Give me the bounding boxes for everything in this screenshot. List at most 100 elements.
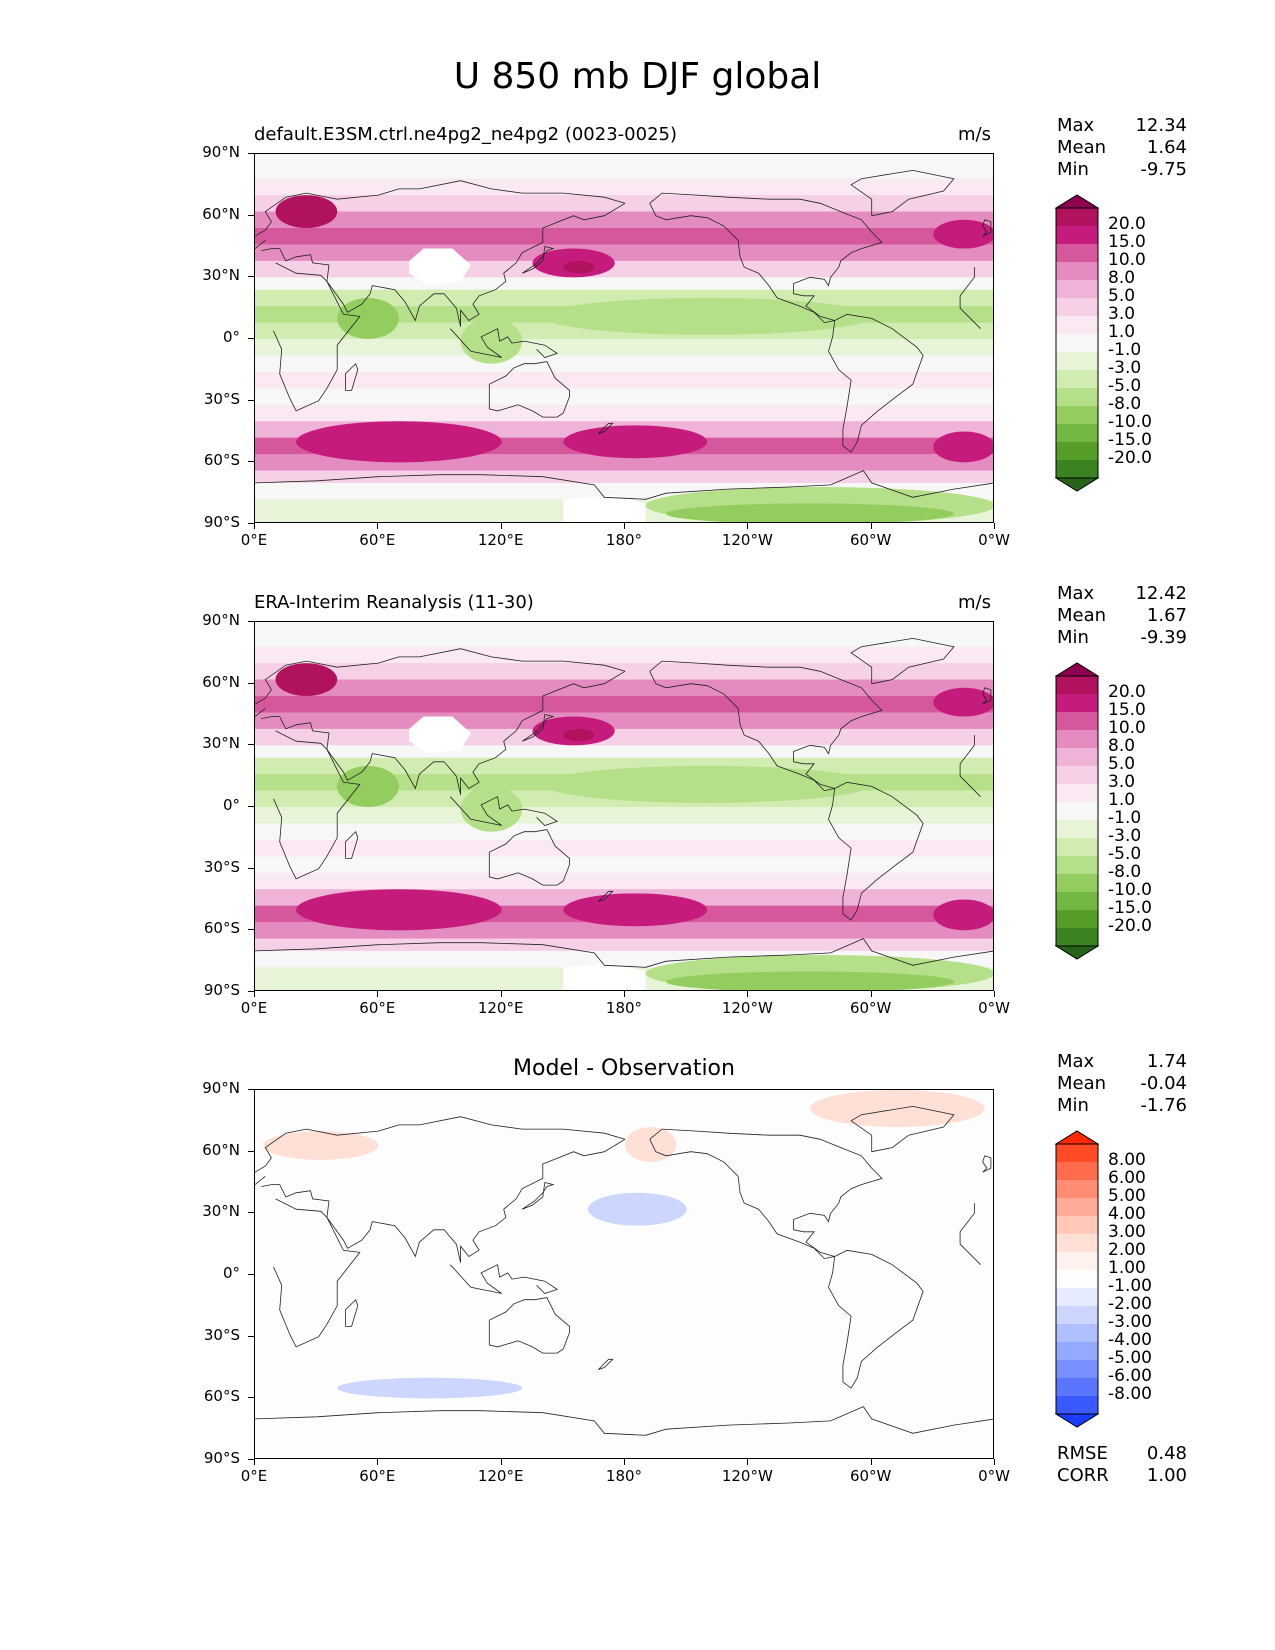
colorbar-tick-label: 1.00 <box>1108 1258 1146 1278</box>
colorbar-extend-top <box>1054 194 1100 209</box>
field-contour <box>563 260 595 274</box>
colorbar-tick-label: 10.0 <box>1108 718 1146 738</box>
colorbar-cell <box>1056 1324 1098 1342</box>
x-tick-label: 60°W <box>849 1467 892 1485</box>
x-tick-label: 60°E <box>359 1467 396 1485</box>
colorbar-tick-label: -10.0 <box>1108 412 1152 432</box>
field-band <box>255 388 993 406</box>
x-tick <box>994 523 995 529</box>
field-band <box>255 277 993 291</box>
colorbar-tick-label: -1.0 <box>1108 340 1142 360</box>
stats-box: Max 1.74 Mean -0.04 Min -1.76 <box>1057 1051 1187 1117</box>
difference-contour <box>625 1127 677 1162</box>
stat-mean: Mean 1.64 <box>1057 137 1187 159</box>
masked-region <box>563 963 646 990</box>
colorbar-cell <box>1056 1378 1098 1396</box>
x-tick <box>747 1459 749 1465</box>
difference-contour <box>588 1192 687 1226</box>
field-band <box>255 823 993 841</box>
field-band <box>255 470 993 484</box>
colorbar-extend-bottom <box>1054 477 1100 492</box>
x-tick-label: 60°W <box>849 999 892 1017</box>
field-contour <box>296 421 502 463</box>
y-tick <box>248 1274 254 1275</box>
y-tick-label: 60°S <box>203 919 240 938</box>
y-tick-label: 90°S <box>203 981 240 999</box>
x-tick-label: 180° <box>605 1467 643 1485</box>
field-band <box>255 178 993 196</box>
colorbar-tick-label: 1.0 <box>1108 790 1136 810</box>
map-svg <box>255 1090 993 1458</box>
colorbar-svg <box>1054 1130 1100 1428</box>
field-band <box>255 696 993 713</box>
coastline <box>850 1105 955 1153</box>
colorbar-cell <box>1056 1270 1098 1288</box>
colorbar-tick-label: 3.0 <box>1108 772 1136 792</box>
field-contour <box>542 297 872 335</box>
coastline <box>521 1182 555 1210</box>
x-tick-label: 0°E <box>240 999 268 1017</box>
coastline <box>982 687 992 705</box>
y-tick <box>248 991 254 992</box>
coastline <box>255 1175 266 1185</box>
y-tick-label: 30°N <box>202 1202 240 1221</box>
map-svg <box>255 622 993 990</box>
x-tick-label: 0°W <box>978 531 1010 549</box>
stat-value: -0.04 <box>1140 1073 1187 1094</box>
colorbar-cell <box>1056 1216 1098 1234</box>
x-tick-label: 120°W <box>721 1467 773 1485</box>
colorbar-cell <box>1056 406 1098 424</box>
y-tick <box>248 276 254 278</box>
metric-value: 1.00 <box>1146 1465 1187 1486</box>
y-tick-label: 60°N <box>202 672 240 691</box>
coastline <box>598 890 614 902</box>
coastlines <box>255 169 993 500</box>
map-plot <box>254 1089 994 1459</box>
stat-label: Min <box>1057 1095 1089 1116</box>
field-band <box>255 938 993 952</box>
colorbar-tick-label: 20.0 <box>1108 214 1146 234</box>
colorbar-cell <box>1056 1396 1098 1414</box>
y-tick-label: 90°N <box>202 143 240 161</box>
colorbar-cell <box>1056 766 1098 784</box>
colorbar-extend-bottom <box>1054 1413 1100 1428</box>
coastlines <box>255 1105 993 1436</box>
stat-min: Min -9.75 <box>1057 159 1187 181</box>
coastline <box>255 470 993 500</box>
metric-corr: CORR 1.00 <box>1057 1465 1187 1487</box>
colorbar-tick-label: -15.0 <box>1108 898 1152 918</box>
colorbar-tick-label: 3.00 <box>1108 1222 1146 1242</box>
stat-min: Min -1.76 <box>1057 1095 1187 1117</box>
colorbar-tick-label: -5.00 <box>1108 1348 1152 1368</box>
x-tick-label: 60°E <box>359 531 396 549</box>
y-tick-label: 90°S <box>203 1449 240 1467</box>
stat-label: Min <box>1057 159 1089 180</box>
field-contour <box>460 318 523 364</box>
coastline <box>850 637 955 685</box>
colorbar-tick-label: -3.00 <box>1108 1312 1152 1332</box>
x-tick <box>747 523 749 529</box>
colorbar-tick-label: 6.00 <box>1108 1168 1146 1188</box>
colorbar-cell <box>1056 262 1098 280</box>
colorbar-tick-label: -5.0 <box>1108 376 1142 396</box>
coastline <box>521 246 555 274</box>
colorbar-tick-label: -1.0 <box>1108 808 1142 828</box>
units-label: m/s <box>958 592 991 613</box>
x-tick <box>254 991 255 997</box>
x-tick-label: 60°W <box>849 531 892 549</box>
colorbar-tick-label: -8.0 <box>1108 862 1142 882</box>
x-tick <box>870 991 872 997</box>
x-tick-label: 0°E <box>240 1467 268 1485</box>
field-contour <box>337 297 399 339</box>
stat-value: 1.64 <box>1146 137 1187 158</box>
colorbar-cell <box>1056 748 1098 766</box>
coastline <box>255 707 266 717</box>
figure-title: U 850 mb DJF global <box>453 56 822 97</box>
colorbar-tick-label: -15.0 <box>1108 430 1152 450</box>
x-tick <box>624 1459 625 1465</box>
y-tick <box>248 1150 254 1152</box>
y-tick <box>248 1459 254 1460</box>
stat-label: Mean <box>1057 1073 1107 1094</box>
field-band <box>255 745 993 759</box>
coastline <box>450 1264 559 1294</box>
